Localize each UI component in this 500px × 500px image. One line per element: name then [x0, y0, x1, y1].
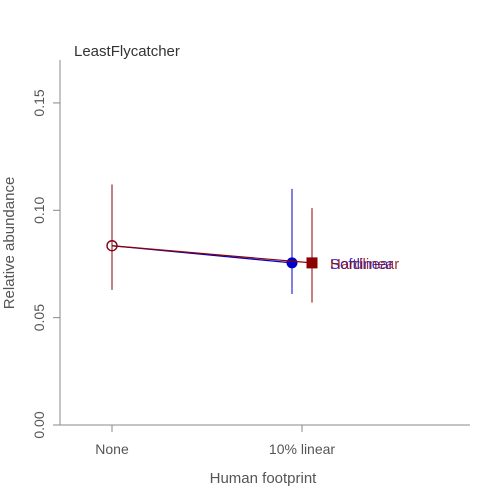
y-tick-label: 0.10 [31, 196, 47, 223]
y-tick-label: 0.05 [31, 304, 47, 331]
data-point [286, 257, 298, 269]
series-label: Hardlinear [330, 256, 399, 273]
axes [59, 60, 470, 426]
ticks: 0.00 0.05 0.10 0.15 None 10% linear [31, 89, 335, 457]
series-line [111, 245, 313, 264]
y-axis-label: Relative abundance [1, 177, 18, 310]
data-point [306, 257, 318, 269]
data-point [106, 240, 118, 252]
y-tick-label: 0.00 [31, 411, 47, 438]
y-tick-label: 0.15 [31, 89, 47, 116]
series-label: Softlinear [330, 256, 393, 273]
x-tick-label: None [95, 441, 129, 457]
chart-title: LeastFlycatcher [74, 43, 180, 60]
x-tick-label: 10% linear [269, 441, 335, 457]
x-axis-label: Human footprint [210, 470, 318, 487]
